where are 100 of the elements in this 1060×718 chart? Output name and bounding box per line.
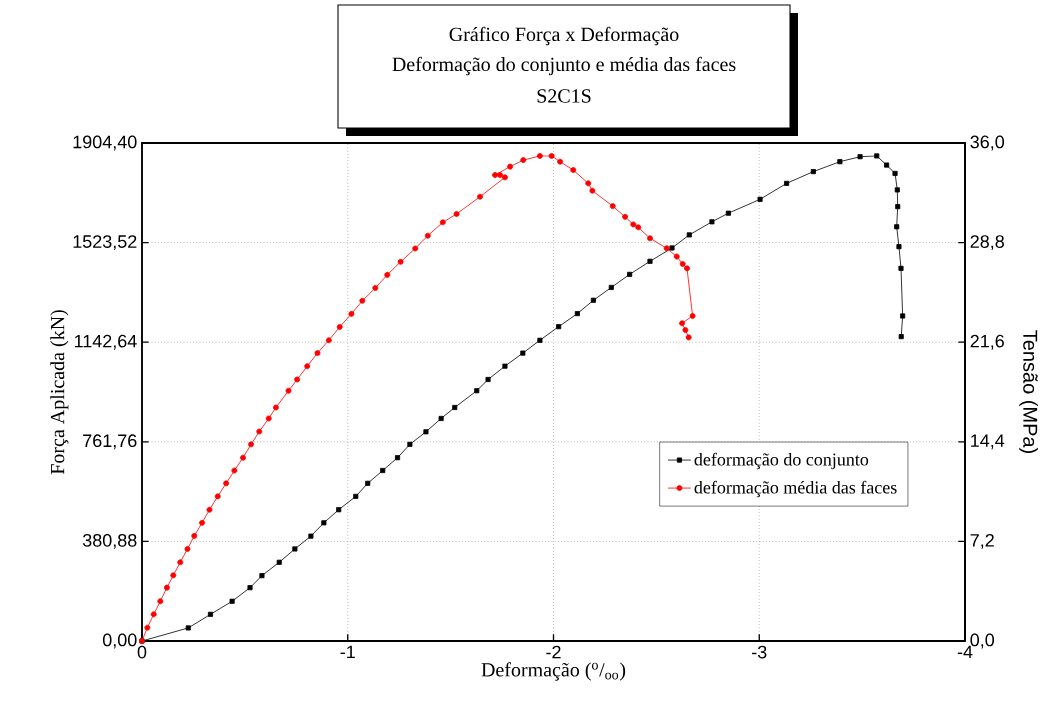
point <box>439 219 446 226</box>
point <box>407 441 413 447</box>
text: S2C1S <box>537 89 591 103</box>
point <box>144 624 151 631</box>
point <box>709 219 715 225</box>
point <box>395 455 401 461</box>
point <box>635 224 642 231</box>
point <box>837 159 843 165</box>
y2-tick-label: 21,6 <box>970 334 1004 350</box>
point <box>452 404 458 411</box>
x-axis-title: Deformação ($^{o}$/$_{oo}$) <box>481 662 626 681</box>
point <box>240 454 246 461</box>
point <box>423 429 429 435</box>
point <box>214 493 221 500</box>
point <box>185 625 191 631</box>
point <box>520 157 527 164</box>
point <box>259 573 265 579</box>
point <box>497 172 503 178</box>
point <box>589 187 596 194</box>
point <box>256 428 263 435</box>
point <box>682 327 689 334</box>
point <box>184 546 191 552</box>
point <box>548 152 555 159</box>
point <box>608 284 614 290</box>
point <box>900 313 906 319</box>
point <box>536 152 543 159</box>
point <box>248 441 254 448</box>
point <box>630 221 637 228</box>
point <box>894 224 900 230</box>
y2-tick-label: 14,4 <box>971 434 1005 450</box>
point <box>609 203 616 210</box>
y-tick-label: 0,00 <box>102 633 137 649</box>
y-tick-label: 380,88 <box>82 533 137 549</box>
point <box>663 245 670 252</box>
point <box>898 265 904 271</box>
legend-label: deformação do conjunto <box>694 452 869 470</box>
x-tick-label: 0 <box>137 645 147 659</box>
point <box>590 297 596 303</box>
point <box>191 532 198 539</box>
point <box>150 611 157 618</box>
point <box>896 244 902 250</box>
chart-title: Gráfico Força x Deformação <box>449 26 679 46</box>
point <box>292 546 298 552</box>
point <box>170 572 177 579</box>
point <box>502 174 508 181</box>
point <box>372 285 379 291</box>
point <box>679 320 686 327</box>
point <box>627 271 633 277</box>
point <box>424 232 431 239</box>
point <box>895 204 901 210</box>
point <box>585 180 592 187</box>
y2-axis-title: Tensão (MPa) <box>1019 330 1038 453</box>
point <box>229 598 235 604</box>
point <box>206 506 213 513</box>
y2-tick-label: 36,0 <box>970 135 1005 151</box>
point <box>348 310 355 317</box>
point <box>247 585 253 591</box>
point <box>412 245 419 252</box>
point <box>684 265 690 272</box>
point <box>336 324 343 330</box>
point <box>485 376 491 383</box>
point <box>857 154 863 160</box>
point <box>325 337 332 344</box>
point <box>784 180 790 186</box>
point <box>265 415 272 422</box>
point <box>199 519 205 526</box>
chart-subtitle: Deformação do conjunto e média das faces <box>392 56 736 76</box>
point <box>314 350 321 357</box>
point <box>679 260 686 267</box>
point <box>308 533 314 539</box>
point <box>157 598 164 605</box>
point <box>507 163 514 170</box>
point <box>685 334 692 341</box>
point <box>273 404 279 411</box>
x-tick-label: -1 <box>340 645 355 659</box>
point <box>336 507 342 513</box>
point <box>223 480 230 487</box>
point <box>557 158 564 165</box>
point <box>231 467 238 474</box>
point <box>570 167 577 173</box>
point <box>874 153 880 159</box>
y2-tick-label: 28,8 <box>970 235 1004 251</box>
point <box>380 467 386 474</box>
point <box>453 211 460 217</box>
y2-tick-label: 7,2 <box>970 533 994 549</box>
point <box>207 611 214 617</box>
point <box>163 584 170 591</box>
point <box>725 210 731 216</box>
point <box>492 172 498 178</box>
point <box>359 297 366 304</box>
point <box>556 324 562 330</box>
point <box>397 258 404 265</box>
y-tick-label: 1523,52 <box>73 235 137 251</box>
y-tick-label: 1904,40 <box>73 135 137 151</box>
point <box>884 162 890 168</box>
point <box>810 169 816 175</box>
point <box>520 350 526 356</box>
point <box>285 387 292 394</box>
point <box>892 170 898 176</box>
point <box>365 480 371 486</box>
